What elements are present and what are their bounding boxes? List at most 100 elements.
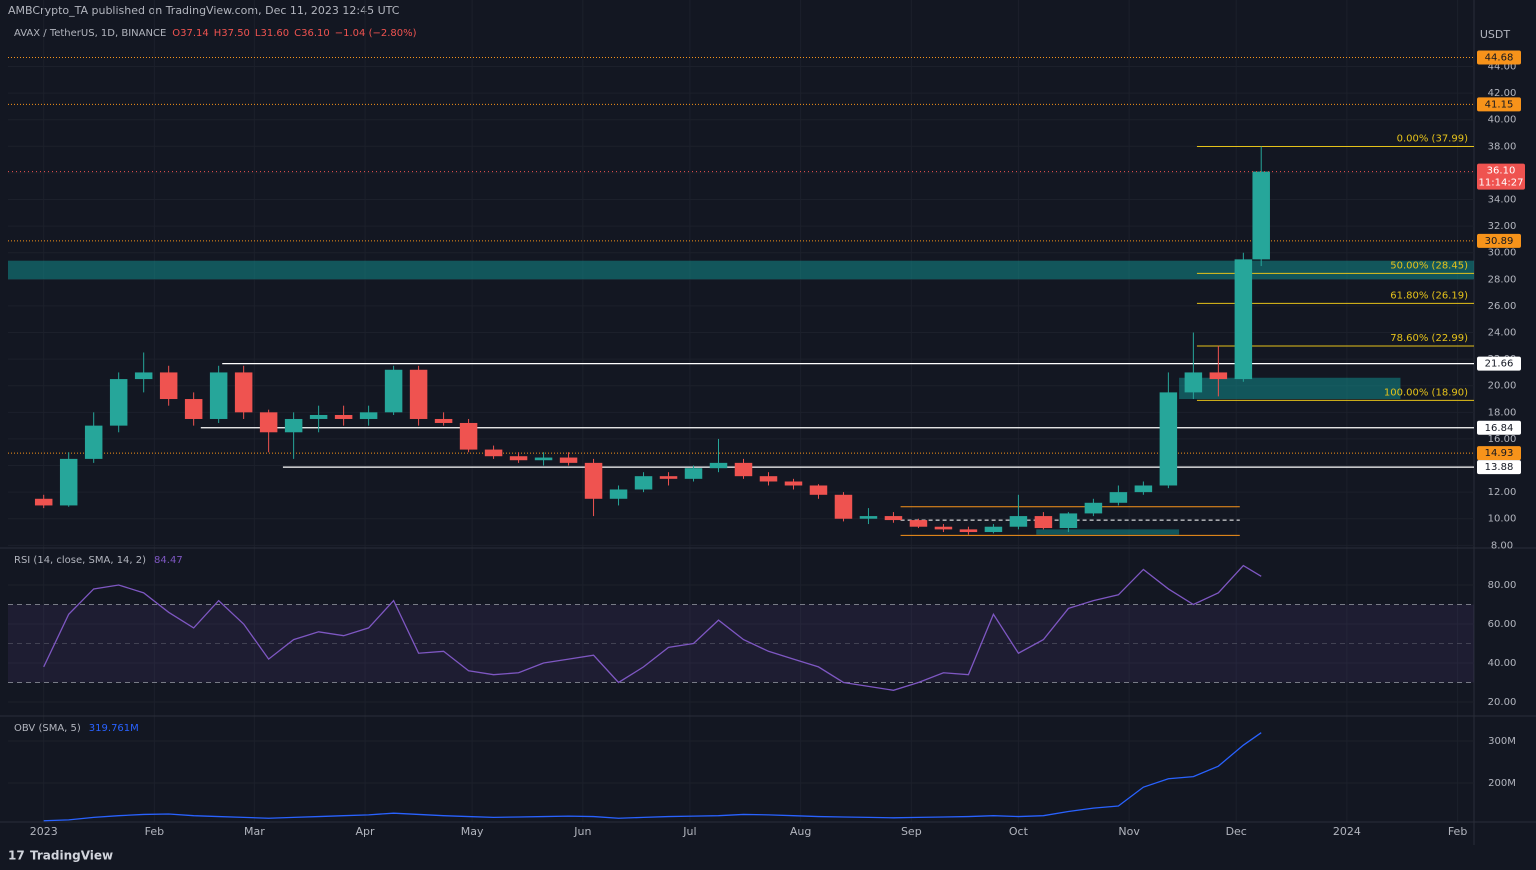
y-tick-label: 40.00 <box>1488 115 1517 126</box>
candle-body <box>534 457 553 461</box>
zone <box>1179 377 1401 400</box>
candle-body <box>384 369 403 413</box>
zone <box>1036 529 1180 535</box>
currency: USDT <box>1480 28 1511 41</box>
publisher: AMBCrypto_TA published on TradingView.co… <box>8 4 400 17</box>
candle-body <box>1209 372 1228 380</box>
y-tick-label: 60.00 <box>1488 619 1517 630</box>
candle-body <box>209 372 228 419</box>
y-tick-label: 44.00 <box>1488 62 1517 73</box>
y-tick-label: 24.00 <box>1488 328 1517 339</box>
candle-body <box>659 476 678 479</box>
candle-body <box>609 489 628 499</box>
y-tick-label: 80.00 <box>1488 580 1517 591</box>
candle-body <box>34 498 53 506</box>
candle-body <box>134 372 153 380</box>
level-tag <box>1477 420 1521 435</box>
candle-body <box>884 516 903 521</box>
candle-body <box>734 462 753 477</box>
candle-body <box>1234 259 1253 380</box>
x-tick-label: Oct <box>1009 825 1029 838</box>
candle-body <box>584 462 603 499</box>
candle-body <box>809 485 828 495</box>
y-tick-label: 20.00 <box>1488 381 1517 392</box>
level-tag <box>1477 97 1521 112</box>
candle-body <box>109 379 128 426</box>
indicator-title: OBV (SMA, 5) <box>14 723 81 734</box>
candle-body <box>1059 513 1078 529</box>
x-tick-label: Sep <box>901 825 922 838</box>
ohlc-value: C36.10 <box>294 28 330 39</box>
indicator-value: 319.761M <box>89 723 139 734</box>
candle-body <box>84 425 103 459</box>
candle-body <box>909 520 928 527</box>
x-tick-label: Jun <box>573 825 591 838</box>
candle-body <box>834 494 853 519</box>
x-tick-label: Mar <box>244 825 265 838</box>
candle-body <box>709 462 728 469</box>
candle-body <box>1109 492 1128 503</box>
x-tick-label: Aug <box>790 825 811 838</box>
y-tick-label: 300M <box>1488 736 1516 747</box>
symbol: AVAX / TetherUS, 1D, BINANCE <box>14 28 166 39</box>
candle-body <box>959 529 978 533</box>
y-tick-label: 40.00 <box>1488 658 1517 669</box>
x-tick-label: Jul <box>682 825 696 838</box>
y-tick-label: 8.00 <box>1491 540 1513 551</box>
indicator-title: RSI (14, close, SMA, 14, 2) <box>14 555 146 566</box>
level-label: 21.66 <box>1485 359 1514 370</box>
candle-body <box>159 372 178 400</box>
y-tick-label: 16.00 <box>1488 434 1517 445</box>
candle-body <box>1009 516 1028 527</box>
ohlc-value: H37.50 <box>214 28 250 39</box>
level-tag <box>1477 50 1521 65</box>
candle-body <box>984 526 1003 533</box>
y-tick-label: 30.00 <box>1488 248 1517 259</box>
level-tag <box>1477 460 1521 475</box>
y-tick-label: 38.00 <box>1488 141 1517 152</box>
candle-body <box>859 516 878 519</box>
level-label: 44.68 <box>1485 52 1514 63</box>
candle-body <box>1134 485 1153 493</box>
x-tick-label: Nov <box>1118 825 1140 838</box>
candle-body <box>1084 502 1103 514</box>
ohlc-value: O37.14 <box>172 28 209 39</box>
zone <box>8 260 1474 280</box>
last-price-label: 36.10 <box>1487 166 1516 177</box>
x-tick-label: Feb <box>1448 825 1467 838</box>
candle-body <box>59 458 78 506</box>
fib-label: 0.00% (37.99) <box>1397 133 1468 144</box>
y-tick-label: 32.00 <box>1488 221 1517 232</box>
level-tag <box>1477 446 1521 461</box>
y-tick-label: 28.00 <box>1488 274 1517 285</box>
level-label: 41.15 <box>1485 99 1514 110</box>
candle-body <box>434 418 453 423</box>
x-tick-label: May <box>461 825 484 838</box>
candle-body <box>259 412 278 433</box>
fib-label: 78.60% (22.99) <box>1390 333 1468 344</box>
indicator-line <box>43 732 1262 822</box>
y-tick-label: 20.00 <box>1488 697 1517 708</box>
y-tick-label: 12.00 <box>1488 487 1517 498</box>
candle-body <box>184 399 203 419</box>
ohlc-value: −1.04 (−2.80%) <box>335 28 417 39</box>
y-tick-label: 10.00 <box>1488 514 1517 525</box>
candle-body <box>1184 372 1203 393</box>
level-label: 16.84 <box>1485 423 1514 434</box>
level-label: 14.93 <box>1485 448 1514 459</box>
candle-body <box>934 526 953 530</box>
candle-body <box>784 481 803 486</box>
indicator-value: 84.47 <box>154 555 183 566</box>
candle-body <box>309 414 328 419</box>
candle-body <box>634 476 653 490</box>
rsi-band <box>8 604 1474 683</box>
level-tag <box>1477 356 1521 371</box>
logo: 17 <box>8 849 25 863</box>
candle-body <box>759 476 778 482</box>
y-tick-label: 18.00 <box>1488 407 1517 418</box>
y-tick-label: 26.00 <box>1488 301 1517 312</box>
candle-body <box>1159 392 1178 486</box>
candle-body <box>1252 171 1270 260</box>
